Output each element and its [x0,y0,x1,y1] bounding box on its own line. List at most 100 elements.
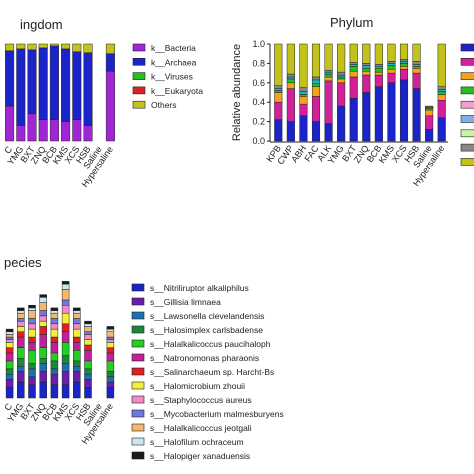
bar-segment [17,312,25,319]
bar-segment [412,66,421,69]
bar-segment [73,307,81,311]
bar-segment [27,49,37,115]
bar-segment [61,121,71,142]
y-tick-label: 0.6 [252,78,265,88]
bar-segment [72,119,82,142]
bar-segment [374,74,383,87]
bar-segment [5,342,14,348]
legend-label: s__Mycobacterium malmesburyens [150,409,284,419]
bar-segment [399,79,409,142]
bar-segment [16,43,26,50]
bar-segment [17,358,25,367]
legend-label: s__Halalkalicoccus paucihaloph [150,339,271,349]
bar-segment [38,47,48,120]
bar-segment [5,336,14,340]
bar-segment [39,294,47,298]
bar-segment [61,299,70,306]
bar-segment [5,334,14,338]
bar-segment [387,63,396,66]
legend-swatch [131,297,145,306]
bar-segment [299,94,308,97]
y-tick-label: 0.4 [252,97,265,107]
bar-segment [106,352,115,362]
bar-segment [106,342,115,348]
legend-swatch [131,353,145,362]
species-title: pecies [4,255,42,270]
legend-label: s__Staphylococcus aureus [150,395,252,405]
bar-segment [84,350,92,362]
legend-swatch [460,129,474,138]
bar-segment [5,347,14,354]
legend-label: k__Bacteria [151,43,196,53]
bar-segment [28,328,36,338]
legend-label: k__Viruses [151,72,193,82]
bar-segment [374,66,383,69]
bar-segment [105,43,115,54]
bar-segment [28,363,36,370]
bar-segment [349,64,358,67]
bar-segment [106,376,115,383]
bar-segment [412,43,421,62]
bar-segment [28,368,36,378]
bar-segment [38,43,48,49]
legend-swatch [131,339,145,348]
bar-segment [16,48,26,126]
bar-segment [5,43,15,52]
bar-segment [349,66,358,72]
bar-segment [286,73,295,78]
bar-segment [324,43,333,71]
legend-swatch [132,86,146,95]
y-tick-label: 1.0 [252,39,265,49]
bar-segment [39,315,47,322]
y-tick-label: 0.0 [252,136,265,146]
bar-segment [27,43,37,51]
bar-segment [50,384,59,399]
legend-swatch [460,143,474,152]
legend-label: k__Eukaryota [151,86,203,96]
legend-swatch [460,43,474,52]
bar-segment [84,334,92,340]
legend-label: s__Halosimplex carlsbadense [150,325,263,335]
bar-segment [5,368,14,375]
bar-segment [17,307,25,311]
bar-segment [39,363,47,372]
legend-label: s__Salinarchaeum sp. Harcht-Bs [150,367,274,377]
bar-segment [311,43,321,78]
bar-segment [39,320,47,327]
bar-segment [324,80,333,124]
bar-segment [387,68,396,74]
bar-segment [105,53,115,72]
bar-segment [28,342,36,351]
bar-segment [84,339,92,346]
bar-segment [49,45,59,120]
bar-segment [28,310,36,319]
bar-segment [106,331,115,338]
bar-segment [106,371,115,378]
bar-segment [17,381,25,399]
bar-segment [39,358,47,364]
bar-segment [311,96,321,122]
bar-segment [362,63,371,66]
bar-segment [83,43,93,53]
legend-swatch [131,437,145,446]
bar-segment [50,323,59,330]
bar-segment [437,94,446,101]
legend-swatch [460,158,474,166]
bar-segment [50,342,59,354]
bar-segment [50,336,59,343]
bar-segment [17,310,25,314]
bar-segment [61,283,70,290]
bar-segment [17,371,25,383]
bar-segment [412,68,421,74]
legend-label: k__Archaea [151,57,197,67]
bar-segment [337,105,346,142]
bar-segment [106,336,115,340]
bar-segment [105,70,115,142]
bar-segment [84,387,92,399]
bar-segment [17,347,25,359]
bar-segment [61,48,71,122]
legend-label: s__Natronomonas pharaonis [150,353,259,363]
bar-segment [73,323,81,330]
bar-segment [73,360,81,367]
bar-segment [28,350,36,364]
